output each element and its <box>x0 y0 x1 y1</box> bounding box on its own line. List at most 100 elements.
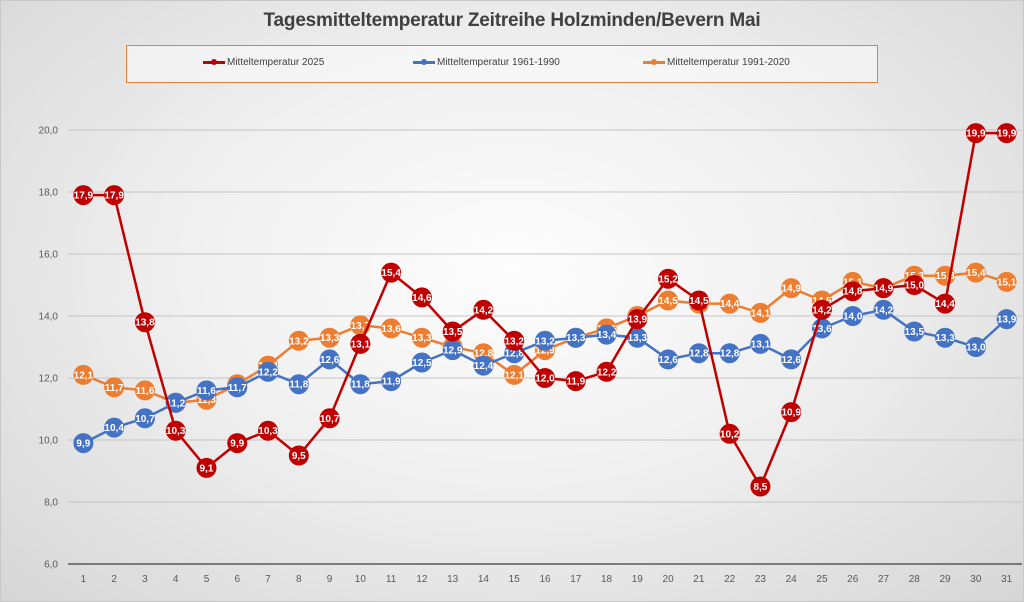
x-tick-label: 12 <box>416 574 428 585</box>
data-point <box>658 349 679 370</box>
data-point <box>442 321 463 342</box>
x-axis-ticks: 1 2 3 4 5 6 7 8 9 10 11 12 13 14 15 16 17 18 19 20 21 22 23 24 2… <box>81 574 1013 585</box>
data-label: 14,0 <box>843 312 863 323</box>
data-label: 11,3 <box>197 395 216 406</box>
data-point <box>750 476 771 497</box>
data-point <box>781 402 802 423</box>
data-point <box>196 457 217 478</box>
data-point <box>750 333 771 354</box>
data-point <box>288 330 309 351</box>
data-label: 12,8 <box>474 349 494 360</box>
data-label: 10,4 <box>104 423 124 434</box>
data-label: 15,0 <box>905 281 925 292</box>
x-tick-label: 11 <box>386 574 397 585</box>
data-label: 14,5 <box>658 296 678 307</box>
data-label: 13,3 <box>566 333 586 344</box>
x-tick-label: 31 <box>1001 574 1013 585</box>
data-label: 11,2 <box>166 398 185 409</box>
data-point <box>73 185 94 206</box>
data-label: 14,1 <box>751 308 771 319</box>
data-label: 13,8 <box>135 318 155 329</box>
data-label: 12,6 <box>658 355 678 366</box>
data-point <box>104 185 125 206</box>
data-label: 11,8 <box>289 380 308 391</box>
data-label: 10,7 <box>135 414 155 425</box>
data-point <box>965 262 986 283</box>
x-tick-label: 1 <box>81 574 87 585</box>
data-label: 13,9 <box>628 315 648 326</box>
x-tick-label: 5 <box>204 574 210 585</box>
legend: Mitteltemperatur 2025 Mitteltemperatur 1… <box>126 45 878 83</box>
data-label: 12,6 <box>320 355 340 366</box>
data-point <box>381 262 402 283</box>
data-point <box>381 371 402 392</box>
data-label: 14,2 <box>874 305 894 316</box>
y-tick-label: 12,0 <box>39 374 59 385</box>
data-point <box>627 309 648 330</box>
data-label: 13,1 <box>751 339 771 350</box>
data-point <box>411 287 432 308</box>
legend-item-1991-2020: Mitteltemperatur 1991-2020 <box>643 57 790 68</box>
x-tick-label: 14 <box>478 574 490 585</box>
data-point <box>319 327 340 348</box>
data-point <box>319 349 340 370</box>
data-point <box>996 123 1017 144</box>
data-label: 10,3 <box>258 426 278 437</box>
x-tick-label: 10 <box>355 574 367 585</box>
data-label: 10,2 <box>720 429 740 440</box>
data-label: 13,0 <box>966 343 986 354</box>
data-label: 12,9 <box>443 346 463 357</box>
data-label: 11,6 <box>197 386 216 397</box>
x-tick-label: 16 <box>539 574 551 585</box>
chart-title: Tagesmitteltemperatur Zeitreihe Holzmind… <box>263 10 761 31</box>
y-tick-label: 20,0 <box>39 126 59 137</box>
data-point <box>411 352 432 373</box>
data-label: 14,2 <box>812 305 832 316</box>
data-label: 13,2 <box>289 336 309 347</box>
data-label: 11,9 <box>382 377 401 388</box>
data-label: 11,6 <box>135 386 154 397</box>
data-label: 13,3 <box>320 333 340 344</box>
x-tick-label: 30 <box>970 574 982 585</box>
data-label: 14,9 <box>781 284 801 295</box>
data-label: 12,2 <box>597 367 617 378</box>
data-label: 12,5 <box>412 358 432 369</box>
data-point <box>873 299 894 320</box>
data-label: 9,5 <box>292 451 306 462</box>
x-tick-label: 26 <box>847 574 859 585</box>
data-label: 12,8 <box>720 349 740 360</box>
data-label: 15,4 <box>966 268 986 279</box>
data-point <box>535 330 555 351</box>
x-tick-label: 9 <box>327 574 333 585</box>
data-label: 12,1 <box>74 370 94 381</box>
data-point <box>842 306 863 326</box>
legend-marker-1991-2020 <box>643 59 665 65</box>
data-label: 10,9 <box>781 408 801 419</box>
y-tick-label: 10,0 <box>39 436 59 447</box>
data-point <box>811 299 832 320</box>
data-point <box>842 281 863 302</box>
data-label: 9,9 <box>230 439 244 450</box>
data-point <box>196 380 217 401</box>
y-tick-label: 14,0 <box>39 312 59 323</box>
legend-label-1961-1990: Mitteltemperatur 1961-1990 <box>437 57 560 68</box>
data-label: 19,9 <box>966 129 986 140</box>
legend-label-1991-2020: Mitteltemperatur 1991-2020 <box>667 57 790 68</box>
data-point <box>504 330 525 351</box>
data-point <box>904 275 925 295</box>
x-tick-label: 23 <box>755 574 767 585</box>
data-label: 9,9 <box>76 439 90 450</box>
data-point <box>73 364 94 385</box>
data-label: 14,4 <box>935 299 955 310</box>
data-label: 14,5 <box>689 296 709 307</box>
data-label: 8,5 <box>753 482 767 493</box>
data-label: 13,1 <box>351 339 371 350</box>
y-tick-label: 18,0 <box>39 188 59 199</box>
x-tick-label: 28 <box>909 574 921 585</box>
x-tick-label: 19 <box>632 574 644 585</box>
data-point <box>935 293 956 314</box>
data-label: 14,4 <box>720 299 740 310</box>
y-tick-label: 16,0 <box>39 250 59 261</box>
x-tick-label: 4 <box>173 574 179 585</box>
